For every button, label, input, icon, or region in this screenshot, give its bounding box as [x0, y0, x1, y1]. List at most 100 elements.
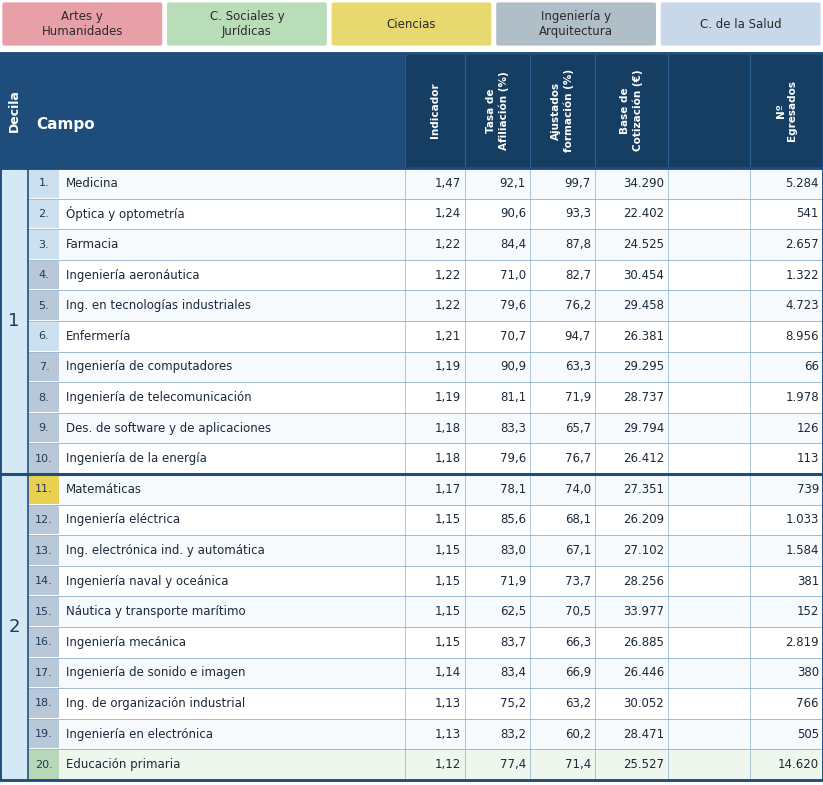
Text: 25.527: 25.527 [623, 758, 664, 771]
Text: 4.723: 4.723 [785, 299, 819, 312]
Bar [28, 597, 823, 627]
Text: 766: 766 [797, 697, 819, 710]
Text: 99,7: 99,7 [565, 177, 591, 190]
Text: 1,17: 1,17 [435, 483, 461, 496]
Text: 1,22: 1,22 [435, 268, 461, 282]
Text: 12.: 12. [35, 515, 53, 525]
Text: 3.: 3. [39, 239, 49, 250]
Bar [0, 53, 823, 168]
Bar [29, 689, 59, 717]
Text: 66,9: 66,9 [565, 666, 591, 679]
Text: 1,21: 1,21 [435, 330, 461, 343]
Text: 74,0: 74,0 [565, 483, 591, 496]
Text: 77,4: 77,4 [500, 758, 526, 771]
Text: 78,1: 78,1 [500, 483, 526, 496]
Text: 1,15: 1,15 [435, 636, 461, 648]
Text: Óptica y optometría: Óptica y optometría [66, 206, 184, 221]
Text: 71,4: 71,4 [565, 758, 591, 771]
Text: 81,1: 81,1 [500, 391, 526, 404]
Text: Ciencias: Ciencias [387, 17, 436, 31]
Bar [28, 229, 823, 260]
Text: Base de
Cotización (€): Base de Cotización (€) [621, 70, 643, 152]
Text: 20.: 20. [35, 760, 53, 770]
Text: 14.: 14. [35, 576, 53, 586]
Text: 16.: 16. [35, 637, 53, 648]
Text: 65,7: 65,7 [565, 422, 591, 435]
Text: 1.033: 1.033 [786, 513, 819, 527]
Bar [29, 230, 59, 259]
Text: 29.794: 29.794 [623, 422, 664, 435]
Text: Ingeniería de sonido e imagen: Ingeniería de sonido e imagen [66, 666, 245, 679]
Bar [28, 658, 823, 688]
Text: Ingeniería aeronáutica: Ingeniería aeronáutica [66, 268, 199, 282]
Text: 79,6: 79,6 [500, 452, 526, 466]
Text: 1,15: 1,15 [435, 575, 461, 588]
Bar [28, 382, 823, 413]
Text: 33.977: 33.977 [623, 605, 664, 619]
Text: 26.209: 26.209 [623, 513, 664, 527]
FancyBboxPatch shape [330, 1, 493, 47]
Bar [28, 168, 823, 199]
Text: 19.: 19. [35, 729, 53, 739]
Bar [29, 659, 59, 687]
Text: 14.620: 14.620 [778, 758, 819, 771]
Text: 87,8: 87,8 [565, 238, 591, 251]
Text: 24.525: 24.525 [623, 238, 664, 251]
Text: 13.: 13. [35, 546, 53, 556]
Text: Campo: Campo [36, 117, 95, 132]
Text: Ingeniería en electrónica: Ingeniería en electrónica [66, 728, 213, 740]
Text: Des. de software y de aplicaciones: Des. de software y de aplicaciones [66, 422, 271, 435]
Text: 60,2: 60,2 [565, 728, 591, 740]
Text: 84,4: 84,4 [500, 238, 526, 251]
Bar [28, 444, 823, 474]
Text: Nº
Egresados: Nº Egresados [776, 80, 797, 141]
Text: 28.256: 28.256 [623, 575, 664, 588]
Bar [28, 627, 823, 658]
Text: 1,18: 1,18 [435, 422, 461, 435]
Text: 71,9: 71,9 [500, 575, 526, 588]
Text: Indicador: Indicador [430, 82, 440, 138]
Text: 63,3: 63,3 [565, 360, 591, 374]
Text: 505: 505 [797, 728, 819, 740]
Text: 1,22: 1,22 [435, 238, 461, 251]
Bar [29, 475, 59, 504]
Text: 1.322: 1.322 [785, 268, 819, 282]
Bar [29, 383, 59, 412]
Bar [29, 444, 59, 473]
Text: 18.: 18. [35, 699, 53, 709]
FancyBboxPatch shape [659, 1, 822, 47]
Text: Ing. electrónica ind. y automática: Ing. electrónica ind. y automática [66, 544, 265, 557]
Text: 76,7: 76,7 [565, 452, 591, 466]
Text: 5.284: 5.284 [785, 177, 819, 190]
Text: 92,1: 92,1 [500, 177, 526, 190]
Bar [29, 536, 59, 564]
Text: Ingeniería y
Arquitectura: Ingeniería y Arquitectura [539, 10, 613, 38]
Text: 83,3: 83,3 [500, 422, 526, 435]
Text: 85,6: 85,6 [500, 513, 526, 527]
Text: 113: 113 [797, 452, 819, 466]
Text: Enfermería: Enfermería [66, 330, 132, 343]
Bar [405, 53, 823, 168]
Bar [0, 474, 28, 780]
Text: Ingeniería de computadores: Ingeniería de computadores [66, 360, 232, 374]
Text: 71,9: 71,9 [565, 391, 591, 404]
Text: 79,6: 79,6 [500, 299, 526, 312]
Text: 1.: 1. [39, 178, 49, 188]
Text: Tasa de
Afiliación (%): Tasa de Afiliación (%) [486, 71, 509, 150]
Text: 62,5: 62,5 [500, 605, 526, 619]
Text: 28.471: 28.471 [623, 728, 664, 740]
Bar [0, 168, 28, 474]
Text: 1.978: 1.978 [785, 391, 819, 404]
Bar [28, 505, 823, 535]
Bar [29, 506, 59, 535]
Text: 1,13: 1,13 [435, 728, 461, 740]
Bar [28, 719, 823, 750]
Text: Ing. de organización industrial: Ing. de organización industrial [66, 697, 245, 710]
Text: Ingeniería eléctrica: Ingeniería eléctrica [66, 513, 180, 527]
Text: 1,12: 1,12 [435, 758, 461, 771]
Text: 29.458: 29.458 [623, 299, 664, 312]
Bar [29, 199, 59, 228]
Bar [0, 168, 823, 474]
Text: 27.351: 27.351 [623, 483, 664, 496]
Text: 541: 541 [797, 207, 819, 221]
